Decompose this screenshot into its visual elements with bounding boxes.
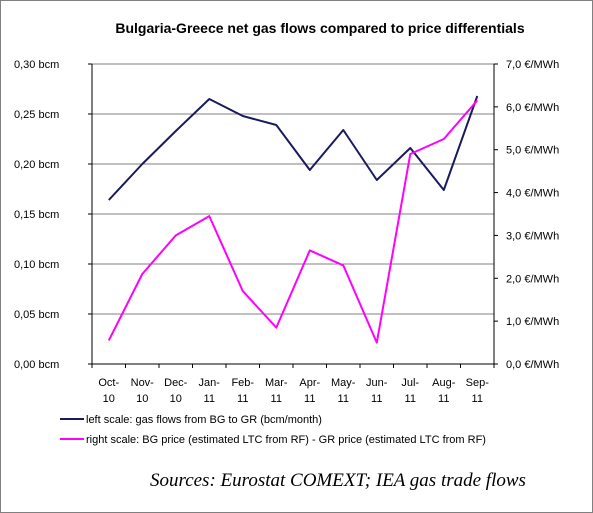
right-tick-label: 1,0 €/MWh	[506, 316, 559, 328]
left-tick-label: 0,20 bcm	[14, 159, 59, 171]
x-tick-label: Jun-	[366, 377, 388, 389]
right-tick-label: 7,0 €/MWh	[506, 59, 559, 71]
x-tick-label: Apr-	[299, 377, 320, 389]
x-tick-label: Nov-	[131, 377, 155, 389]
legend-label: right scale: BG price (estimated LTC fro…	[86, 434, 486, 446]
x-tick-label: Feb-	[231, 377, 254, 389]
axes: 0,00 bcm 0,05 bcm 0,10 bcm 0,15 bcm 0,20 bcm…	[14, 59, 559, 405]
left-tick-label: 0,10 bcm	[14, 259, 59, 271]
x-tick-label: Oct-	[98, 377, 119, 389]
x-tick-label-year: 10	[170, 393, 182, 405]
x-tick-label-year: 11	[472, 393, 483, 405]
right-tick-label: 0,0 €/MWh	[506, 359, 559, 371]
x-tick-label: Mar-	[265, 377, 288, 389]
left-tick-label: 0,25 bcm	[14, 109, 59, 121]
gas-flow-line	[108, 95, 479, 201]
x-tick-label-year: 11	[438, 393, 449, 405]
grid-lines	[92, 63, 494, 315]
x-tick-label-year: 10	[103, 393, 115, 405]
chart-title: Bulgaria-Greece net gas flows compared t…	[115, 20, 524, 36]
x-tick-label-year: 10	[136, 393, 148, 405]
right-tick-label: 6,0 €/MWh	[506, 102, 559, 114]
right-tick-label: 5,0 €/MWh	[506, 145, 559, 157]
x-tick-label-year: 11	[304, 393, 315, 405]
legend-label: left scale: gas flows from BG to GR (bcm…	[86, 414, 322, 426]
x-tick-label-year: 11	[271, 393, 282, 405]
series-lines	[107, 95, 479, 344]
source-note: Sources: Eurostat COMEXT; IEA gas trade …	[150, 470, 526, 491]
x-tick-label: Aug-	[432, 377, 456, 389]
left-tick-label: 0,30 bcm	[14, 59, 59, 71]
legend: left scale: gas flows from BG to GR (bcm…	[60, 414, 486, 446]
price-differential-line	[107, 99, 479, 344]
x-tick-label: Jul-	[401, 377, 419, 389]
left-tick-label: 0,15 bcm	[14, 209, 59, 221]
x-tick-label-year: 11	[204, 393, 215, 405]
x-tick-label: Jan-	[199, 377, 221, 389]
left-tick-label: 0,05 bcm	[14, 309, 59, 321]
x-tick-label-year: 11	[237, 393, 248, 405]
x-tick-label: Dec-	[164, 377, 188, 389]
x-tick-label: May-	[331, 377, 356, 389]
x-tick-label-year: 11	[405, 393, 416, 405]
x-tick-label-year: 11	[371, 393, 382, 405]
right-tick-label: 4,0 €/MWh	[506, 188, 559, 200]
left-tick-label: 0,00 bcm	[14, 359, 59, 371]
right-tick-label: 3,0 €/MWh	[506, 230, 559, 242]
right-tick-label: 2,0 €/MWh	[506, 273, 559, 285]
x-tick-label-year: 11	[338, 393, 349, 405]
x-tick-label: Sep-	[466, 377, 490, 389]
